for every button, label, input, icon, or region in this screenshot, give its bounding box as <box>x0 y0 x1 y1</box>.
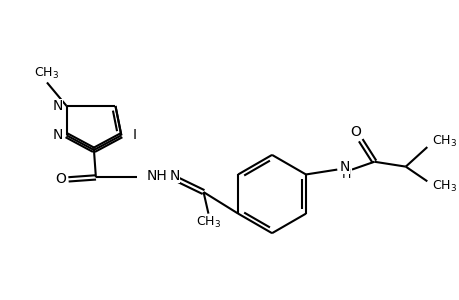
Text: N: N <box>169 169 179 183</box>
Text: N: N <box>52 128 63 142</box>
Text: CH$_3$: CH$_3$ <box>34 66 59 81</box>
Text: H: H <box>341 168 351 181</box>
Text: I: I <box>133 128 137 142</box>
Text: CH$_3$: CH$_3$ <box>431 179 456 194</box>
Text: O: O <box>55 172 66 186</box>
Text: N: N <box>52 99 63 113</box>
Text: NH: NH <box>146 169 167 183</box>
Text: CH$_3$: CH$_3$ <box>431 134 456 149</box>
Text: CH$_3$: CH$_3$ <box>196 215 220 230</box>
Text: O: O <box>350 125 360 140</box>
Text: N: N <box>338 160 349 174</box>
